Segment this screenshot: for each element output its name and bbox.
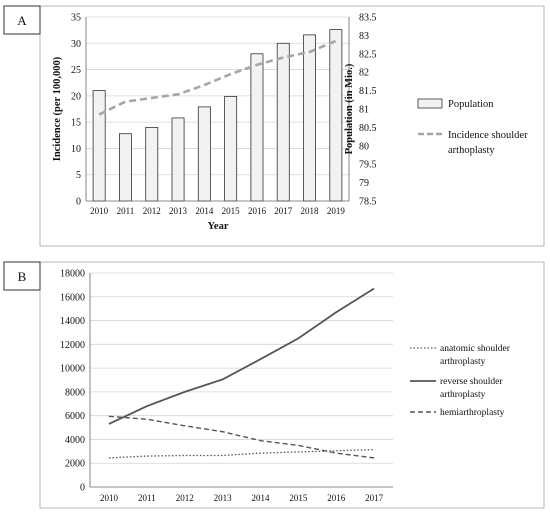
legend-label-reverse-1: reverse shoulder (440, 377, 503, 387)
chart-a-bar (250, 53, 264, 202)
chart-a-x-tick-label: 2017 (274, 206, 293, 216)
chart-b-x-tick-label: 2011 (138, 493, 156, 503)
panel-a-label-box (3, 5, 41, 35)
chart-b-lines (108, 287, 375, 459)
chart-a-bar (197, 106, 211, 202)
chart-a-y-tick-label-right: 81 (359, 105, 369, 116)
chart-a-y-axis-title: Incidence (per 100,000) (52, 56, 63, 161)
chart-a-bar (92, 90, 106, 202)
chart-a-bar (171, 117, 185, 202)
chart-a-y-tick-label-right: 80.5 (359, 123, 377, 134)
panel-b-label-box (3, 261, 41, 291)
chart-b-y-tick-label: 12000 (60, 340, 85, 351)
chart-a-y-tick-label-right: 78.5 (359, 197, 377, 208)
chart-b-y-tick-label: 16000 (60, 292, 85, 303)
legend-label-incidence-2: arthoplasty (448, 145, 495, 156)
chart-a-x-tick-label: 2012 (143, 206, 161, 216)
chart-b-series-line (108, 415, 375, 459)
chart-a-x-tick-label: 2014 (195, 206, 214, 216)
chart-a-x-tick-label: 2010 (90, 206, 109, 216)
chart-a-y-tick-label: 10 (71, 144, 81, 155)
chart-a-x-tick-label: 2019 (327, 206, 346, 216)
chart-b-y-tick-label: 14000 (60, 316, 85, 327)
legend-label-incidence-1: Incidence shoulder (448, 130, 528, 141)
chart-a-x-tick-label: 2016 (248, 206, 267, 216)
chart-b-y-tick-label: 18000 (60, 269, 85, 280)
chart-a-y-tick-label-right: 82.5 (359, 49, 377, 60)
chart-b-x-tick-label: 2014 (251, 493, 270, 503)
chart-a-bar (224, 95, 238, 202)
chart-a: 0 5 10 15 20 25 30 35 78.5 79 79.5 80 80.5 81 81.5 82 8… (52, 13, 528, 233)
chart-a-y-tick-label-right: 80 (359, 141, 369, 152)
chart-a-bar (145, 127, 159, 202)
chart-b: 0 2000 4000 6000 8000 10000 12000 14000 16000 180… (60, 269, 511, 504)
chart-a-y-axis-title-right: Population (in Mio.) (344, 63, 355, 154)
chart-a-x-tick-label: 2013 (169, 206, 188, 216)
chart-a-x-tick-label: 2018 (301, 206, 320, 216)
legend-label-hemi: hemiarthroplasty (440, 408, 505, 418)
chart-a-x-axis-title: Year (208, 221, 229, 232)
chart-a-y-tick-label-right: 82 (359, 68, 369, 79)
chart-b-x-ticks: 2010 2011 2012 2013 2014 2015 2016 2017 (100, 493, 384, 503)
chart-a-bar (276, 42, 290, 202)
chart-b-y-tick-label: 6000 (65, 411, 85, 422)
chart-b-y-tick-label: 2000 (65, 459, 85, 470)
chart-a-y-tick-label-right: 83 (359, 31, 369, 42)
chart-a-y-tick-label-right: 79.5 (359, 160, 377, 171)
chart-a-incidence-line (98, 39, 337, 116)
panel-a-label: A (17, 13, 27, 28)
chart-a-x-tick-label: 2015 (222, 206, 241, 216)
chart-b-x-tick-label: 2012 (176, 493, 194, 503)
chart-b-y-tick-label: 0 (80, 483, 85, 494)
chart-a-bar (119, 133, 132, 202)
panel-b-label: B (18, 269, 27, 284)
chart-b-series-line (108, 448, 375, 459)
legend-label-anatomic-1: anatomic shoulder (440, 344, 511, 354)
chart-b-y-tick-label: 10000 (60, 364, 85, 375)
panel-a-frame (39, 5, 545, 247)
chart-b-x-tick-label: 2010 (100, 493, 119, 503)
chart-b-x-tick-label: 2013 (214, 493, 233, 503)
chart-a-x-ticks: 2010 2011 2012 2013 2014 2015 2016 2017 2018 2019 (90, 206, 345, 216)
chart-a-y-tick-label: 0 (76, 197, 81, 208)
chart-a-y-tick-label-right: 81.5 (359, 86, 377, 97)
chart-a-y-ticks: 0 5 10 15 20 25 30 35 (71, 13, 81, 208)
legend-label-anatomic-2: arthroplasty (440, 357, 486, 367)
chart-a-bars (92, 29, 343, 202)
chart-b-legend: anatomic shoulder arthroplasty reverse s… (410, 344, 511, 418)
chart-b-y-tick-label: 8000 (65, 387, 85, 398)
chart-a-y-tick-label: 5 (76, 170, 81, 181)
chart-b-y-ticks: 0 2000 4000 6000 8000 10000 12000 14000 16000 180… (60, 269, 85, 494)
chart-b-x-tick-label: 2016 (327, 493, 346, 503)
panel-b-frame (39, 261, 545, 509)
chart-a-x-tick-label: 2011 (117, 206, 135, 216)
chart-b-x-tick-label: 2017 (365, 493, 384, 503)
chart-a-y-ticks-right: 78.5 79 79.5 80 80.5 81 81.5 82 82.5 83 83.5 (359, 13, 377, 208)
chart-b-x-tick-label: 2015 (289, 493, 308, 503)
chart-a-y-tick-label: 15 (71, 118, 81, 129)
chart-a-line (98, 39, 337, 116)
chart-a-y-tick-label: 30 (71, 39, 81, 50)
chart-a-legend: Population Incidence shoulder arthoplast… (417, 98, 528, 156)
legend-swatch-population (417, 98, 443, 109)
chart-b-y-tick-label: 4000 (65, 435, 85, 446)
chart-a-y-tick-label: 20 (71, 91, 81, 102)
chart-a-bar (329, 29, 343, 202)
legend-label-population: Population (448, 99, 494, 110)
chart-a-y-tick-label: 35 (71, 13, 81, 24)
chart-b-series-line (108, 287, 375, 425)
legend-label-reverse-2: arthroplasty (440, 390, 486, 400)
chart-a-y-tick-label: 25 (71, 65, 81, 76)
chart-b-gridlines (90, 272, 393, 464)
chart-a-bar (303, 34, 316, 202)
chart-a-y-tick-label-right: 83.5 (359, 13, 377, 24)
chart-a-y-tick-label-right: 79 (359, 178, 369, 189)
